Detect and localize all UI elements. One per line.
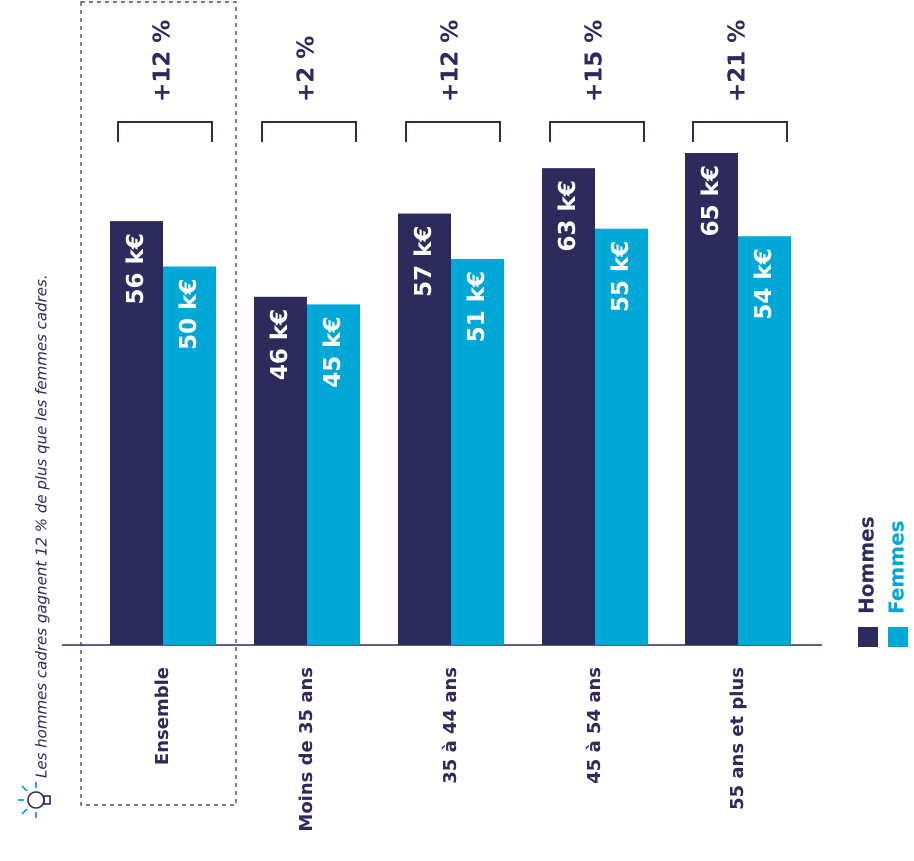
bar-value-label-hommes-ensemble: 56 k€	[123, 233, 149, 304]
bar-femmes-moins-de-35-ans	[307, 304, 360, 645]
category-label-ensemble: Ensemble	[152, 667, 173, 765]
bracket-45-a-54-ans	[549, 121, 645, 142]
bar-value-label-femmes-45-a-54-ans: 55 k€	[608, 241, 634, 312]
difference-label-moins-de-35-ans: +2 %	[294, 36, 320, 102]
legend: Hommes Femmes	[855, 516, 909, 647]
category-label-45-a-54-ans: 45 à 54 ans	[584, 667, 605, 784]
bar-value-label-femmes-moins-de-35-ans: 45 k€	[320, 316, 346, 387]
bar-hommes-35-a-44-ans	[398, 213, 451, 646]
bar-femmes-45-a-54-ans	[595, 228, 648, 645]
bar-hommes-moins-de-35-ans	[254, 296, 307, 645]
bar-hommes-ensemble	[110, 221, 163, 645]
difference-brackets: +12 % +2 % +12 % +15 % +21 %	[117, 20, 788, 142]
bar-value-label-hommes-45-a-54-ans: 63 k€	[555, 180, 581, 251]
bar-value-label-femmes-ensemble: 50 k€	[176, 279, 202, 350]
category-label-35-a-44-ans: 35 à 44 ans	[440, 667, 461, 784]
bar-hommes-55-ans-et-plus	[685, 153, 738, 645]
bracket-55-ans-et-plus	[692, 121, 788, 142]
bar-value-label-hommes-moins-de-35-ans: 46 k€	[267, 309, 293, 380]
category-label-55-ans-et-plus: 55 ans et plus	[727, 667, 748, 810]
category-labels: Ensemble Moins de 35 ans 35 à 44 ans 45 à 5…	[152, 667, 748, 832]
bracket-moins-de-35-ans	[261, 121, 357, 142]
highlight-box	[80, 1, 237, 806]
bar-value-label-femmes-35-a-44-ans: 51 k€	[464, 271, 490, 342]
category-label-moins-de-35-ans: Moins de 35 ans	[296, 667, 317, 832]
legend-label-hommes: Hommes	[855, 516, 879, 614]
difference-label-35-a-44-ans: +12 %	[438, 20, 464, 102]
bar-femmes-55-ans-et-plus	[738, 236, 791, 645]
bars-group: 56 k€ 50 k€ 46 k€ 45 k€ 57 k€ 51 k€ 63 k€ 55 k€…	[110, 153, 791, 646]
difference-label-55-ans-et-plus: +21 %	[725, 20, 751, 102]
bar-femmes-ensemble	[163, 266, 216, 645]
difference-label-ensemble: +12 %	[150, 20, 176, 102]
bar-femmes-35-a-44-ans	[451, 258, 504, 645]
legend-label-femmes: Femmes	[885, 520, 909, 614]
lightbulb-icon	[18, 782, 51, 818]
difference-label-45-a-54-ans: +15 %	[582, 20, 608, 102]
bar-value-label-hommes-55-ans-et-plus: 65 k€	[698, 165, 724, 236]
note: Les hommes cadres gagnent 12 % de plus q…	[18, 274, 51, 818]
bracket-ensemble	[117, 121, 213, 142]
note-text: Les hommes cadres gagnent 12 % de plus q…	[33, 274, 51, 778]
bar-value-label-femmes-55-ans-et-plus: 54 k€	[751, 248, 777, 319]
bracket-35-a-44-ans	[405, 121, 501, 142]
bar-value-label-hommes-35-a-44-ans: 57 k€	[411, 226, 437, 297]
legend-swatch-hommes	[858, 627, 878, 647]
bar-hommes-45-a-54-ans	[542, 168, 595, 645]
legend-swatch-femmes	[888, 627, 908, 647]
